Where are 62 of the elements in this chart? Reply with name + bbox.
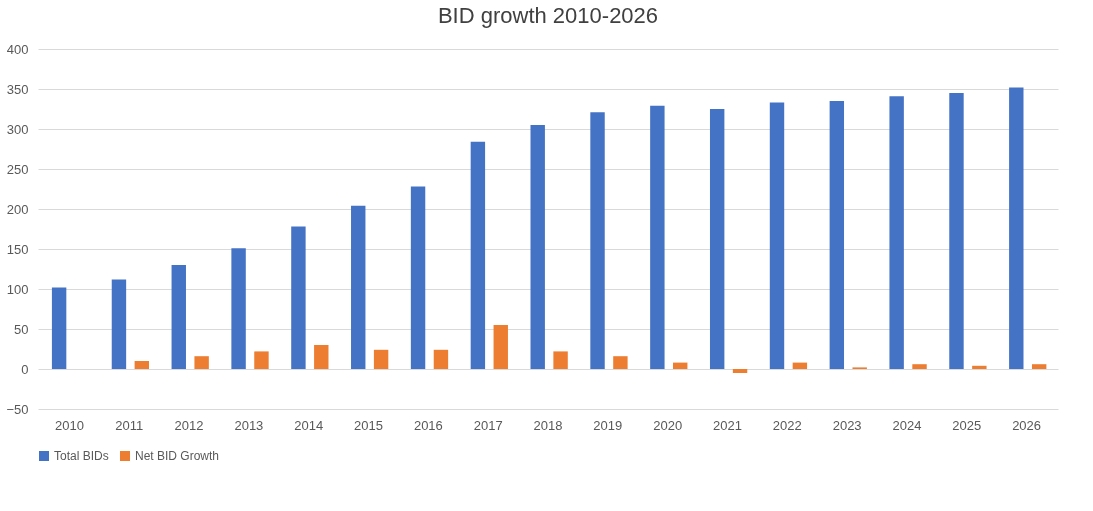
bar [111, 279, 127, 369]
y-tick-label: 150 [6, 241, 29, 257]
bar [291, 226, 306, 369]
y-tick-label: 400 [6, 41, 29, 57]
bar [1009, 87, 1024, 369]
x-tick-label: 2022 [772, 417, 802, 433]
bar [254, 351, 269, 369]
bar [433, 349, 449, 369]
y-tick-label: 100 [6, 281, 29, 297]
bar [590, 112, 605, 369]
x-tick-label: 2017 [473, 417, 503, 433]
bar [51, 287, 67, 369]
bar [171, 265, 186, 369]
x-tick-label: 2019 [593, 417, 623, 433]
y-tick-label: 50 [14, 321, 29, 337]
bar [829, 101, 845, 369]
y-tick-label: 350 [6, 81, 29, 97]
x-tick-label: 2026 [1012, 417, 1042, 433]
x-tick-label: 2021 [713, 417, 742, 433]
x-tick-label: 2020 [653, 417, 683, 433]
bar [673, 362, 688, 369]
x-tick-label: 2010 [54, 417, 84, 433]
bar [912, 364, 927, 369]
bar [650, 105, 665, 369]
bar [231, 248, 246, 369]
x-tick-label: 2025 [952, 417, 982, 433]
bar [410, 186, 426, 369]
bar [613, 356, 628, 369]
bar [470, 141, 486, 369]
bar [314, 345, 329, 369]
bar [769, 102, 785, 369]
x-tick-label: 2024 [892, 417, 922, 433]
x-tick-label: 2012 [174, 417, 204, 433]
bar [351, 205, 366, 369]
bar [530, 125, 545, 369]
x-tick-label: 2023 [832, 417, 862, 433]
chart-title: BID growth 2010-2026 [437, 3, 659, 28]
x-tick-label: 2018 [533, 417, 563, 433]
x-tick-label: 2013 [234, 417, 264, 433]
bar [709, 109, 725, 369]
y-tick-label: 0 [21, 361, 29, 377]
x-tick-label: 2014 [294, 417, 324, 433]
bar [134, 361, 150, 369]
bar [1031, 364, 1047, 369]
bar [889, 96, 904, 369]
bar [493, 325, 508, 369]
x-tick-label: 2011 [115, 417, 144, 433]
bar [732, 369, 748, 373]
y-tick-label: 300 [6, 121, 29, 137]
bar [373, 349, 389, 369]
bar [792, 362, 808, 369]
legend-label: Total BIDs [54, 449, 109, 463]
y-tick-label: 200 [6, 201, 29, 217]
x-tick-label: 2016 [413, 417, 443, 433]
legend-label: Net BID Growth [135, 449, 220, 463]
bar [194, 356, 209, 369]
y-tick-label: −50 [6, 401, 29, 417]
y-tick-label: 250 [6, 161, 29, 177]
bar [553, 351, 568, 369]
x-tick-label: 2015 [354, 417, 383, 433]
bar [972, 365, 987, 369]
bar [949, 93, 964, 369]
